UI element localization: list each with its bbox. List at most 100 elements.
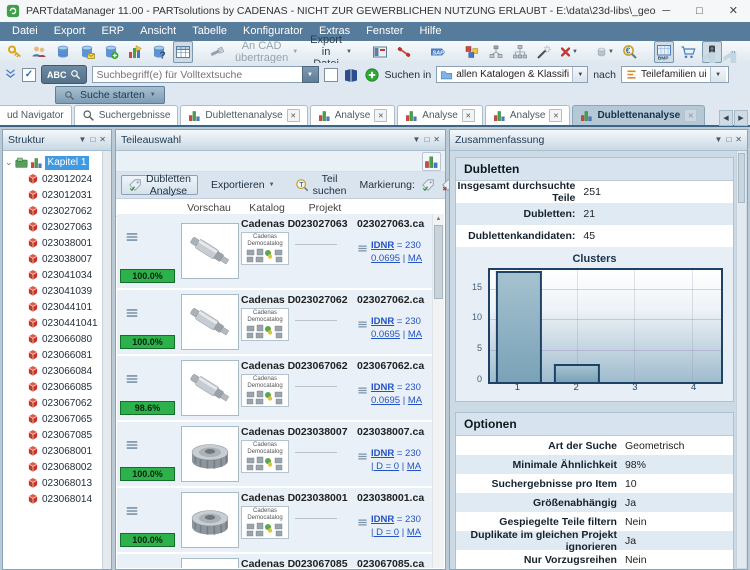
tab-analyse[interactable]: Analyse ✕ — [309, 105, 396, 125]
expander-icon[interactable]: ⌄ — [5, 157, 13, 167]
scrollbar-thumb[interactable] — [738, 153, 745, 203]
tree-item-023038001[interactable]: 023038001 — [3, 235, 103, 251]
tree-item-023038007[interactable]: 023038007 — [3, 251, 103, 267]
search-euro-icon[interactable]: € — [620, 41, 640, 63]
menu-export[interactable]: Export — [53, 25, 86, 37]
bolt-icon[interactable] — [207, 41, 227, 63]
panel-close-button[interactable]: ✕ — [735, 135, 742, 144]
drag-handle-icon[interactable] — [125, 230, 139, 242]
overflow-icon[interactable]: » — [726, 41, 746, 63]
part-row-023067085[interactable]: Cadenas DCadenasDemocatalog023067085 0230… — [117, 554, 432, 568]
table-view-icon[interactable] — [173, 41, 193, 63]
part-row-023038001[interactable]: 100.0% Cadenas D Cadenas Democatalog 0230380… — [117, 488, 432, 552]
part-preview-image[interactable] — [181, 360, 239, 416]
abc-search-button[interactable]: ABC — [41, 65, 87, 84]
catalog-badge[interactable]: Cadenas Democatalog — [241, 506, 289, 540]
export-in-datei-button[interactable]: Export in Datei▼ — [306, 34, 356, 70]
catalog-badge[interactable]: Cadenas Democatalog — [241, 374, 289, 408]
tab-suchergebnisse[interactable]: Suchergebnisse — [73, 105, 179, 125]
mark-set-icon[interactable] — [421, 178, 435, 192]
tree-item-0230441041[interactable]: 0230441041 — [3, 315, 103, 331]
catalog-select-dropdown-icon[interactable]: ▼ — [572, 67, 588, 82]
tab-ud-navigator[interactable]: ud Navigator — [0, 105, 72, 125]
drag-handle-icon[interactable] — [125, 372, 139, 384]
column-header-projekt[interactable]: Projekt — [308, 201, 342, 214]
tree-item-023068014[interactable]: 023068014 — [3, 491, 103, 507]
database-question-icon[interactable]: ? — [149, 41, 169, 63]
search-history-dropdown[interactable]: ▼ — [301, 66, 319, 83]
fulltext-search-input[interactable] — [91, 66, 302, 83]
struktur-scrollbar[interactable] — [102, 151, 111, 569]
part-row-023038007[interactable]: 100.0% Cadenas D Cadenas Democatalog 0230380… — [117, 422, 432, 486]
part-links[interactable]: IDNR = 230 0.0695 | MA — [371, 382, 423, 406]
add-search-icon[interactable] — [364, 67, 380, 83]
tree-item-023067065[interactable]: 023067065 — [3, 411, 103, 427]
zusammenfassung-scrollbar[interactable] — [736, 151, 746, 568]
network-icon[interactable] — [486, 41, 506, 63]
tab-analyse[interactable]: Analyse ✕ — [484, 105, 571, 125]
tab-analyse[interactable]: Analyse ✕ — [397, 105, 483, 125]
window-layout-icon[interactable] — [370, 41, 390, 63]
part-links[interactable]: IDNR = 230 0.0695 | MA — [371, 240, 423, 264]
panel-menu-button[interactable]: ▼ — [78, 135, 87, 144]
wand-icon[interactable] — [534, 41, 554, 63]
part-links[interactable]: IDNR = 230 | D = 0 | MA — [371, 514, 422, 538]
part-row-023027062[interactable]: 100.0% Cadenas D Cadenas Democatalog 0230270… — [117, 290, 432, 354]
an-cad-übertragen-button[interactable]: An CAD übertragen ▼ — [231, 40, 302, 64]
catalog-select[interactable]: allen Katalogen & Klassifika ▼ — [436, 66, 589, 83]
part-links[interactable]: IDNR = 230 0.0695 | MA — [371, 316, 423, 340]
key-icon[interactable] — [5, 41, 25, 63]
panel-maximize-button[interactable]: □ — [726, 135, 732, 144]
tab-close-button[interactable]: ✕ — [461, 109, 475, 122]
menu-extras[interactable]: Extras — [318, 25, 351, 37]
drag-handle-icon[interactable] — [125, 438, 139, 450]
part-preview-image[interactable] — [181, 223, 239, 279]
tab-close-button[interactable]: ✕ — [684, 109, 698, 122]
database-icon[interactable] — [53, 41, 73, 63]
database-mail-icon[interactable] — [77, 41, 97, 63]
scrollbar-thumb[interactable] — [434, 225, 443, 299]
option-checkbox[interactable] — [323, 67, 338, 82]
close-button[interactable]: ✕ — [728, 4, 738, 17]
part-preview-image[interactable] — [181, 294, 239, 350]
panel-menu-button[interactable]: ▼ — [412, 135, 421, 144]
delete-red-icon[interactable]: ▼ — [558, 41, 580, 63]
tab-close-button[interactable]: ✕ — [374, 109, 388, 122]
drag-handle-icon[interactable] — [125, 306, 139, 318]
bmp-icon[interactable]: BMP — [653, 41, 674, 63]
tab-close-button[interactable]: ✕ — [549, 109, 563, 122]
cylinder-icon[interactable]: ▼ — [594, 41, 616, 63]
minimize-button[interactable]: ─ — [662, 4, 671, 17]
menu-fenster[interactable]: Fenster — [366, 25, 404, 37]
catalog-badge[interactable]: Cadenas Democatalog — [241, 308, 289, 342]
hierarchy-icon[interactable] — [510, 41, 530, 63]
panel-maximize-button[interactable]: □ — [90, 135, 96, 144]
column-header-katalog[interactable]: Katalog — [249, 201, 285, 214]
suche-starten-button[interactable]: Suche starten ▼ — [55, 86, 165, 104]
part-row-023027063[interactable]: 100.0% Cadenas D Cadenas Democatalog 0230270… — [117, 214, 432, 288]
tree-item-023012031[interactable]: 023012031 — [3, 187, 103, 203]
tree-root[interactable]: ⌄ Kapitel 1 — [3, 154, 103, 171]
tree-item-023041034[interactable]: 023041034 — [3, 267, 103, 283]
scroll-up-icon[interactable]: ▲ — [435, 216, 442, 222]
maximize-button[interactable]: □ — [696, 4, 703, 17]
sap-icon[interactable]: SAP — [428, 41, 448, 63]
table-scrollbar[interactable]: ▲ — [432, 214, 444, 568]
chart-export-icon[interactable] — [125, 41, 145, 63]
teil-suchen-button[interactable]: T Teil suchen — [288, 173, 354, 197]
part-links[interactable]: IDNR = 230 | D = 0 | MA — [371, 448, 422, 472]
exportieren-button[interactable]: Exportieren ▼ — [204, 175, 282, 195]
result-type-select[interactable]: Teilefamilien ui ▼ — [620, 66, 729, 83]
tree-item-023067062[interactable]: 023067062 — [3, 395, 103, 411]
database-add-icon[interactable] — [101, 41, 121, 63]
tree-item-023027062[interactable]: 023027062 — [3, 203, 103, 219]
catalog-badge[interactable]: Cadenas Democatalog — [241, 232, 289, 266]
result-type-dropdown-icon[interactable]: ▼ — [709, 67, 726, 82]
part-preview-image[interactable] — [181, 492, 239, 548]
tree-item-023067085[interactable]: 023067085 — [3, 427, 103, 443]
tree-item-023066080[interactable]: 023066080 — [3, 331, 103, 347]
tree-item-023027063[interactable]: 023027063 — [3, 219, 103, 235]
book-icon[interactable] — [343, 67, 359, 83]
traffic-light-icon[interactable] — [701, 41, 722, 63]
menu-erp[interactable]: ERP — [101, 25, 125, 37]
